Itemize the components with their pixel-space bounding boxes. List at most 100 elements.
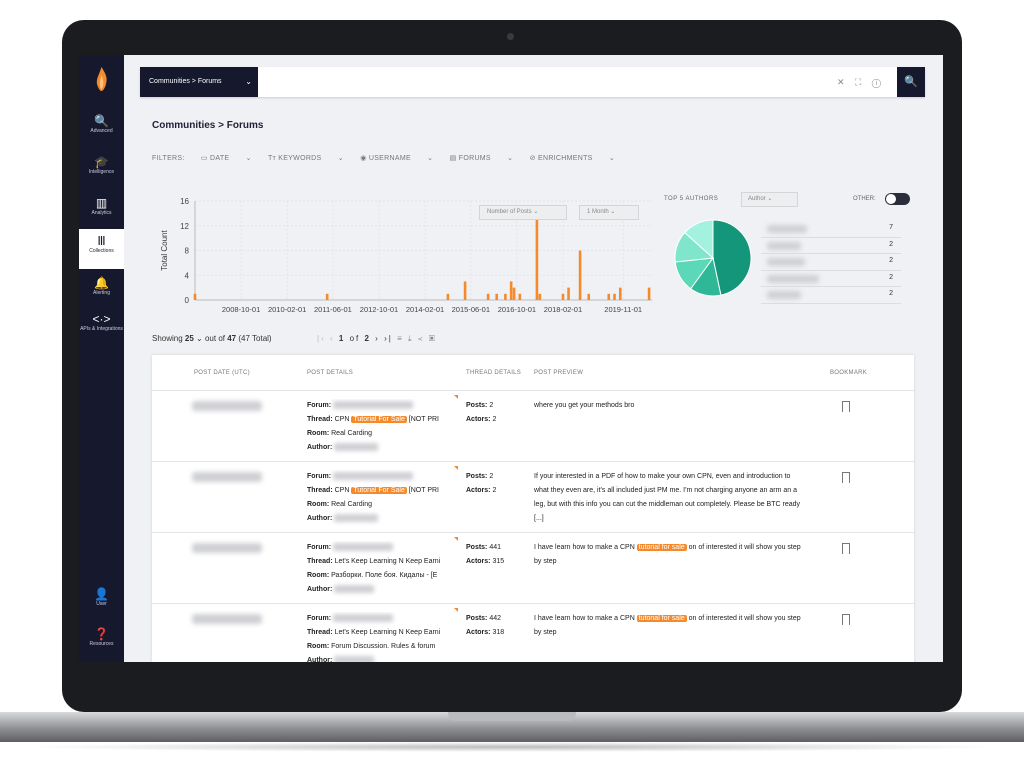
redacted-author xyxy=(767,291,801,299)
sidebar-item-label: APIs & Integrations xyxy=(80,326,123,332)
search-toolbar-icons[interactable]: ✕ ⛶ ⓘ xyxy=(836,77,885,87)
thread-title[interactable]: Let's Keep Learning N Keep Earni xyxy=(334,629,441,636)
bar xyxy=(613,293,616,300)
sidebar-item-collections[interactable]: Ⅲ Collections xyxy=(79,229,124,269)
post-preview: where you get your methods bro xyxy=(534,399,804,413)
filter-keywords[interactable]: Tт KEYWORDS ⌄ xyxy=(267,155,344,162)
last-page-icon[interactable]: ›| xyxy=(384,334,393,343)
table-row[interactable]: Forum: Thread: CPN Tutorial For Sale [NO… xyxy=(152,391,914,462)
author-row[interactable]: 2 xyxy=(761,254,901,271)
actors-label: Actors: xyxy=(466,416,491,423)
row-flag-icon xyxy=(454,537,458,541)
results-table: POST DATE (UTC) POST DETAILS THREAD DETA… xyxy=(152,355,914,662)
author-dropdown[interactable]: Author ⌄ xyxy=(741,192,798,207)
pie-slice[interactable] xyxy=(712,219,752,296)
post-count-chart: 0 4 8 12 16 2008-10-01 2010-02-01 2011-06-01 201… xyxy=(157,193,662,323)
bookmark-icon[interactable] xyxy=(842,401,850,412)
sidebar-item-user[interactable]: 👤 User xyxy=(79,582,124,620)
sidebar-item-resources[interactable]: ❓ Resources xyxy=(79,622,124,660)
author-row[interactable]: 7 xyxy=(761,221,901,238)
filter-forums-label: FORUMS xyxy=(458,155,491,162)
posts-label: Posts: xyxy=(466,615,488,622)
table-row[interactable]: Forum: Thread: Let's Keep Learning N Kee… xyxy=(152,604,914,662)
redacted-forum xyxy=(333,614,394,623)
redacted-forum xyxy=(333,543,394,552)
first-page-icon[interactable]: |‹ xyxy=(317,334,326,343)
thread-title[interactable]: Let's Keep Learning N Keep Earni xyxy=(334,558,441,565)
table-header: POST DATE (UTC) POST DETAILS THREAD DETA… xyxy=(152,355,914,391)
table-row[interactable]: Forum: Thread: Let's Keep Learning N Kee… xyxy=(152,533,914,604)
bookmark-icon[interactable] xyxy=(842,614,850,625)
posts-value: 2 xyxy=(489,473,494,480)
toggle-knob xyxy=(886,194,896,204)
share-icon[interactable]: ≺ xyxy=(417,334,425,343)
chart-svg: 0 4 8 12 16 2008-10-01 2010-02-01 2011-06-01 201… xyxy=(160,197,652,314)
bar xyxy=(567,287,570,300)
filter-username[interactable]: ◉ USERNAME ⌄ xyxy=(360,155,434,162)
bookmark-icon[interactable] xyxy=(842,472,850,483)
filter-forums[interactable]: ▤ FORUMS ⌄ xyxy=(449,155,514,162)
app-screen: 🔍 Advanced 🎓 Intelligence ▥ Analytics Ⅲ … xyxy=(79,55,943,662)
sidebar: 🔍 Advanced 🎓 Intelligence ▥ Analytics Ⅲ … xyxy=(79,55,124,662)
bar xyxy=(647,287,651,300)
table-row[interactable]: Forum: Thread: CPN Tutorial For Sale [NO… xyxy=(152,462,914,533)
bell-icon: 🔔 xyxy=(94,276,109,290)
flame-logo-icon[interactable] xyxy=(93,66,110,92)
current-page: 1 xyxy=(338,334,346,343)
collections-icon: Ⅲ xyxy=(97,234,106,248)
author-count: 7 xyxy=(889,224,893,231)
redacted-author xyxy=(767,274,819,283)
col-bookmark[interactable]: BOOKMARK xyxy=(830,370,868,376)
filter-keywords-label: KEYWORDS xyxy=(278,155,322,162)
pie-slice[interactable] xyxy=(684,219,714,260)
author-row[interactable]: 2 xyxy=(761,271,901,287)
sidebar-item-advanced[interactable]: 🔍 Advanced xyxy=(79,109,124,147)
row-flag-icon xyxy=(454,395,458,399)
prev-page-icon[interactable]: ‹ xyxy=(329,334,335,343)
room-label: Room: xyxy=(307,501,330,508)
row-flag-icon xyxy=(454,608,458,612)
thread-label: Thread: xyxy=(307,416,333,423)
next-page-icon[interactable]: › xyxy=(375,334,380,343)
author-row[interactable]: 2 xyxy=(761,238,901,254)
thread-title[interactable]: CPN xyxy=(334,487,350,494)
download-icon[interactable]: ⤓ xyxy=(407,334,414,343)
bar-chart-icon: ▥ xyxy=(95,196,108,210)
metric-dropdown[interactable]: Number of Posts ⌄ xyxy=(479,205,567,220)
interval-dropdown[interactable]: 1 Month ⌄ xyxy=(579,205,639,220)
room-name: Forum Discussion. Rules & forum xyxy=(331,643,436,650)
graduation-cap-icon: 🎓 xyxy=(94,155,109,169)
search-button[interactable]: 🔍 xyxy=(897,67,925,97)
col-thread-details[interactable]: THREAD DETAILS xyxy=(466,370,522,376)
filter-enrichments[interactable]: ⊘ ENRICHMENTS ⌄ xyxy=(529,155,616,162)
preview-text-rest: on of interested it will show you step b… xyxy=(534,544,801,565)
sidebar-item-analytics[interactable]: ▥ Analytics xyxy=(79,191,124,229)
other-toggle[interactable] xyxy=(885,193,910,205)
bar xyxy=(607,293,611,300)
col-post-date[interactable]: POST DATE (UTC) xyxy=(194,370,250,376)
author-row[interactable]: 2 xyxy=(761,287,901,304)
thread-details: Posts: 2 Actors: 2 xyxy=(466,470,526,498)
author-label: Author: xyxy=(307,515,333,522)
filter-date[interactable]: ▭ DATE ⌄ xyxy=(200,155,252,162)
sidebar-item-alerting[interactable]: 🔔 Alerting xyxy=(79,271,124,309)
thread-title[interactable]: CPN xyxy=(334,416,350,423)
bar xyxy=(618,287,622,300)
breadcrumb-dropdown[interactable]: Communities > Forums ⌄ xyxy=(140,67,258,97)
bar xyxy=(587,293,591,300)
col-post-preview[interactable]: POST PREVIEW xyxy=(534,370,584,376)
y-axis-label: Total Count xyxy=(160,229,169,270)
sidebar-item-intelligence[interactable]: 🎓 Intelligence xyxy=(79,150,124,188)
sidebar-item-apis[interactable]: <·> APIs & Integrations xyxy=(79,307,124,345)
bookmark-icon[interactable] xyxy=(842,543,850,554)
x-tick-label: 2010-02-01 xyxy=(268,305,306,314)
metric-dropdown-label: Number of Posts xyxy=(487,209,532,215)
sort-icon[interactable]: ≡ xyxy=(397,334,404,343)
webcam xyxy=(507,33,514,40)
col-post-details[interactable]: POST DETAILS xyxy=(307,370,354,376)
save-icon[interactable]: ▣ xyxy=(428,334,437,343)
page-size-select[interactable]: 25 xyxy=(184,334,194,343)
bar xyxy=(512,287,516,300)
row-flag-icon xyxy=(454,466,458,470)
y-tick-label: 12 xyxy=(180,222,189,231)
